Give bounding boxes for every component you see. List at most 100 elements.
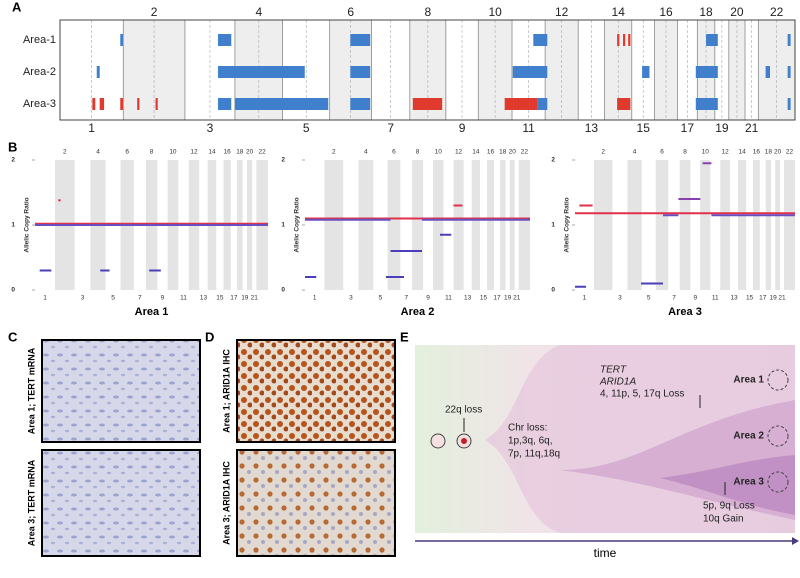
cn-segment [234,98,329,110]
event-label: TERT [600,365,627,376]
time-label: time [594,546,617,560]
cn-segment [617,98,631,110]
chromosome-label: 11 [180,295,187,302]
cn-segment [765,66,771,78]
chromosome-label: 1 [583,295,587,302]
chromosome-label: 19 [769,295,777,302]
event-label: 7p, 11q,18q [508,449,560,460]
cn-segment [695,66,718,78]
chromosome-label: 4 [255,5,262,19]
chromosome-label: 14 [738,149,746,156]
chromosome-band [487,160,494,290]
chromosome-label: 5 [647,295,651,302]
plot-frame [59,19,796,121]
chromosome-label: 9 [459,121,466,135]
chromosome-band [593,160,613,290]
cell [430,433,446,449]
chromosome-label: 7 [404,295,408,302]
chromosome-label: 14 [612,5,626,19]
row-label: Area-3 [23,98,56,110]
chromosome-label: 3 [81,295,85,302]
chromosome-label: 17 [493,295,501,302]
chromosome-label: 20 [246,149,254,156]
chromosome-band [720,160,731,290]
chromosome-label: 1 [313,295,317,302]
chromosome-label: 2 [63,149,67,156]
chromosome-label: 11 [712,295,719,302]
chromosome-band [387,160,401,290]
cn-segment [137,98,140,110]
chromosome-band [509,160,515,290]
y-tick-label: 0 [551,287,555,294]
area-label: Area 2 [733,431,764,442]
cn-segment [787,98,791,110]
image-label: Area 1; ARID1A IHC [221,349,231,433]
ish-image [41,339,201,443]
allelic-panel: 12345678910111213141516171819202122012Al… [11,149,795,318]
row-label: Area-2 [23,66,56,78]
cn-segment [512,66,548,78]
cn-segment [96,66,100,78]
chromosome-label: 7 [138,295,142,302]
cn-segment [642,66,650,78]
y-tick-label: 0 [11,287,15,294]
chromosome-label: 16 [659,5,673,19]
chromosome-label: 18 [236,149,244,156]
area-label: Area 3 [733,477,764,488]
ish-image [41,449,201,557]
image-label: Area 3; TERT mRNA [26,459,36,546]
evolution-diagram: 22q loss Chr loss: 1p,3q, 6q, 7p, 11q,18… [415,345,799,560]
cn-segment [218,98,232,110]
cell-nucleus [461,438,467,444]
chromosome-label: 18 [699,5,713,19]
cn-segment [504,98,538,110]
chromosome-band [738,160,747,290]
chromosome-label: 17 [681,121,695,135]
chromosome-label: 9 [426,295,430,302]
chromosome-band [471,160,481,290]
chromosome-band [627,160,642,290]
chromosome-label: 18 [765,149,773,156]
chromosome-label: 4 [96,149,100,156]
chromosome-label: 8 [416,149,420,156]
y-axis-label: Allelic Copy Ratio [294,197,301,252]
clone-shape [660,455,795,515]
y-tick-label: 2 [551,157,555,164]
plot-title: Area 1 [135,306,169,318]
chromosome-label: 9 [694,295,698,302]
chromosome-label: 12 [722,149,730,156]
chromosome-label: 12 [190,149,198,156]
chromosome-label: 6 [347,5,354,19]
chromosome-label: 6 [125,149,129,156]
chromosome-label: 7 [387,121,394,135]
chromosome-label: 8 [683,149,687,156]
chromosome-label: 22 [259,149,267,156]
cn-segment [537,98,548,110]
chromosome-label: 13 [585,121,599,135]
cn-segment [120,34,124,46]
chromosome-label: 10 [488,5,502,19]
chromosome-band [358,160,374,290]
chromosome-band [679,160,691,290]
cn-segment [533,34,548,46]
chromosome-label: 8 [425,5,432,19]
chromosome-label: 16 [223,149,231,156]
chromosome-label: 11 [522,121,535,135]
cn-segment [92,98,96,110]
chromosome-label: 7 [672,295,676,302]
panel-letter: C [8,329,18,344]
chromosome-band [433,160,444,290]
chromosome-label: 5 [111,295,115,302]
chromosome-label: 22 [521,149,529,156]
plot-title: Area 3 [668,306,702,318]
chromosome-label: 15 [216,295,224,302]
ihc-image [236,339,396,443]
cn-segment [350,98,371,110]
chromosome-band [784,160,795,290]
cn-segment [120,98,124,110]
chromosome-label: 2 [601,149,605,156]
y-tick-label: 1 [281,222,285,229]
ihc-image [236,449,396,557]
y-tick-label: 2 [281,157,285,164]
row-label: Area-1 [23,34,56,46]
